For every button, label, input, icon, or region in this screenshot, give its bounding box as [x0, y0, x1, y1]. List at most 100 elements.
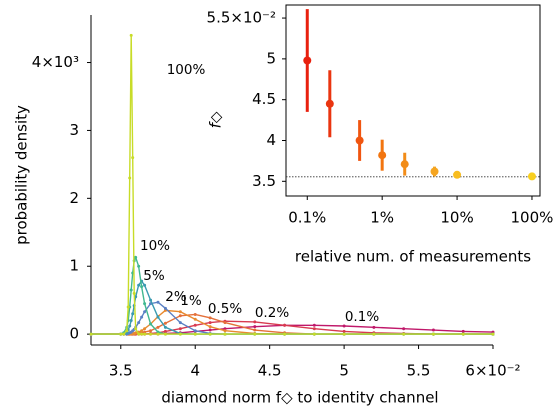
density-point — [163, 321, 167, 325]
x-tick-label: 4 — [190, 362, 200, 380]
density-point — [491, 332, 495, 336]
density-point — [208, 328, 212, 332]
y-tick-label: 0 — [69, 325, 79, 343]
x-tick-label: 3.5 — [109, 362, 133, 380]
y-tick-label: 4×10³ — [32, 53, 79, 71]
density-point — [140, 332, 144, 336]
density-point — [431, 332, 435, 336]
y-tick-label: 3.5 — [252, 172, 276, 190]
density-point — [149, 322, 153, 326]
curve-label: 1% — [180, 293, 202, 309]
y-tick-label: 3 — [69, 121, 79, 139]
density-point — [125, 329, 129, 333]
curve-label: 0.1% — [345, 309, 379, 325]
density-point — [140, 285, 144, 289]
density-point — [208, 332, 212, 336]
curve-label: 100% — [167, 62, 206, 78]
density-point — [134, 331, 138, 335]
y-tick-label: 5.5×10⁻² — [207, 9, 276, 27]
density-point — [126, 305, 130, 309]
density-point — [134, 327, 138, 331]
density-point — [312, 332, 316, 336]
x-tick-label: 100% — [511, 209, 554, 227]
density-point — [163, 306, 167, 310]
y-tick-label: 2 — [69, 189, 79, 207]
density-point — [149, 298, 153, 302]
curve-label: 0.5% — [208, 301, 242, 317]
density-point — [129, 33, 133, 37]
density-point — [149, 332, 153, 336]
density-point — [193, 332, 197, 336]
curve-label: 0.2% — [255, 305, 289, 321]
point — [355, 136, 364, 145]
density-point — [129, 288, 133, 292]
curve-label: 10% — [140, 238, 170, 254]
density-point — [283, 332, 287, 336]
density-point — [137, 332, 141, 336]
density-point — [461, 332, 465, 336]
density-point — [131, 312, 135, 316]
density-point — [461, 329, 465, 333]
curve-label: 2% — [165, 289, 187, 305]
density-point — [312, 327, 316, 331]
density-point — [193, 312, 197, 316]
x-tick-label: 6×10⁻² — [465, 362, 520, 380]
y-tick-label: 4 — [266, 131, 276, 149]
x-axis-label: diamond norm f◇ to identity channel — [161, 389, 438, 407]
density-point — [178, 310, 182, 314]
density-point — [193, 317, 197, 321]
x-tick-label: 4.5 — [258, 362, 282, 380]
density-point — [253, 332, 257, 336]
density-point — [131, 156, 135, 160]
density-point — [128, 176, 132, 180]
point — [430, 167, 439, 176]
density-point — [208, 325, 212, 329]
density-point — [137, 283, 141, 287]
density-point — [178, 321, 182, 325]
x-axis-label: relative num. of measurements — [295, 248, 531, 266]
density-point — [128, 324, 132, 328]
density-point — [193, 323, 197, 327]
x-tick-label: 1% — [370, 209, 394, 227]
density-point — [134, 255, 138, 259]
density-point — [431, 328, 435, 332]
density-point — [312, 323, 316, 327]
density-point — [143, 327, 147, 331]
y-tick-label: 1 — [69, 257, 79, 275]
density-point — [253, 325, 257, 329]
density-point — [156, 300, 160, 304]
density-point — [156, 332, 160, 336]
density-point — [208, 321, 212, 325]
density-point — [163, 325, 167, 329]
point — [325, 99, 334, 108]
density-point — [140, 329, 144, 333]
density-point — [178, 327, 182, 331]
point — [527, 172, 536, 181]
density-point — [372, 325, 376, 329]
density-point — [253, 320, 257, 324]
density-point — [140, 315, 144, 319]
density-point — [129, 319, 133, 323]
density-point — [137, 321, 141, 325]
density-point — [119, 332, 123, 336]
density-point — [342, 332, 346, 336]
point — [378, 151, 387, 160]
x-tick-label: 10% — [440, 209, 473, 227]
density-point — [163, 332, 167, 336]
x-tick-label: 5 — [339, 362, 349, 380]
density-point — [132, 291, 136, 295]
density-point — [223, 332, 227, 336]
density-point — [193, 329, 197, 333]
density-point — [143, 283, 147, 287]
density-point — [342, 329, 346, 333]
density-point — [402, 327, 406, 331]
curve-label: 5% — [143, 268, 165, 284]
point — [303, 56, 312, 65]
density-point — [178, 314, 182, 318]
y-axis-label: probability density — [13, 105, 31, 245]
y-tick-label: 4.5 — [252, 90, 276, 108]
density-point — [89, 332, 93, 336]
density-point — [122, 332, 126, 336]
density-point — [223, 321, 227, 325]
